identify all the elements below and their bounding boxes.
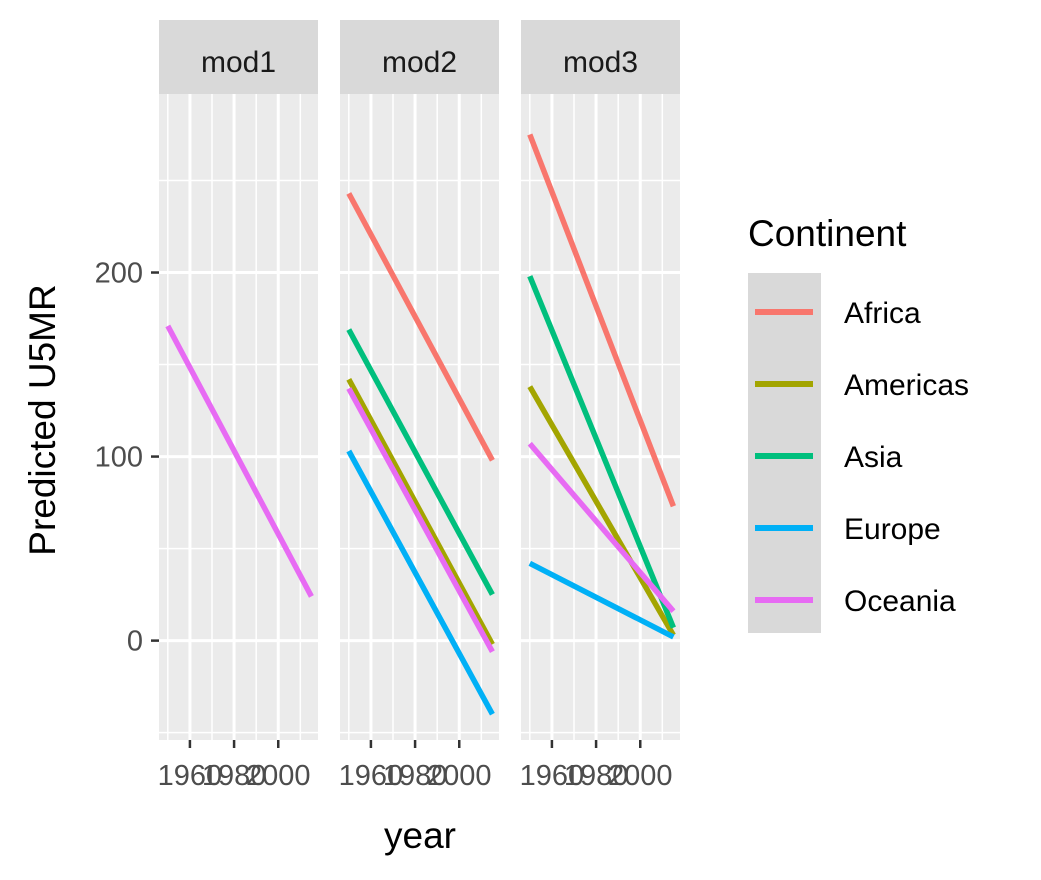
y-axis: 0 100 200: [95, 258, 159, 658]
x-tick-label: 2000: [608, 760, 673, 792]
facet-strip-label: mod2: [382, 46, 457, 79]
legend-label: Americas: [844, 369, 969, 402]
facet-panels: 196019802000mod1196019802000mod219601980…: [158, 20, 680, 792]
series-line-americas: [346, 377, 495, 646]
series-line-oceania: [346, 387, 495, 654]
facet-strip: [159, 20, 318, 94]
x-tick-label: 2000: [246, 760, 311, 792]
series-line-asia: [527, 275, 676, 629]
legend-items: Africa Americas Asia Europe Oceania: [755, 297, 969, 618]
x-tick-label: 2000: [427, 760, 492, 792]
series-line-asia: [346, 328, 495, 596]
x-tick-label: 1980: [564, 760, 629, 792]
x-tick-label: 1960: [158, 760, 223, 792]
facet-strip-label: mod3: [563, 46, 638, 79]
legend-label: Oceania: [844, 585, 956, 618]
legend-item-africa: Africa: [755, 297, 921, 330]
panel-background: [159, 94, 318, 740]
series-line-africa: [346, 192, 495, 462]
y-axis-title: Predicted U5MR: [22, 284, 63, 555]
legend-label: Asia: [844, 441, 903, 474]
legend-item-americas: Americas: [755, 369, 969, 402]
legend-item-asia: Asia: [755, 441, 903, 474]
x-tick-label: 1980: [383, 760, 448, 792]
series-line-americas: [527, 385, 676, 637]
series-line-europe: [346, 449, 495, 716]
series-line-europe: [528, 560, 675, 640]
series-line-oceania: [527, 441, 676, 613]
series-line-africa: [527, 133, 676, 508]
legend-label: Africa: [844, 297, 921, 330]
y-tick-label: 100: [95, 442, 143, 474]
x-tick-label: 1960: [339, 760, 404, 792]
x-tick-label: 1960: [520, 760, 585, 792]
x-axis-title: year: [384, 815, 456, 856]
legend-item-oceania: Oceania: [755, 585, 956, 618]
legend-item-europe: Europe: [755, 513, 941, 546]
facet-strip: [521, 20, 680, 94]
y-tick-label: 0: [127, 626, 143, 658]
legend: Continent Africa Americas Asia Europe Oceani…: [748, 213, 969, 633]
legend-title: Continent: [748, 213, 907, 254]
y-tick-label: 200: [95, 258, 143, 290]
series-line-oceania: [165, 324, 314, 598]
facet-strip-label: mod1: [201, 46, 276, 79]
x-tick-label: 1980: [202, 760, 267, 792]
facet-strip: [340, 20, 499, 94]
legend-label: Europe: [844, 513, 941, 546]
